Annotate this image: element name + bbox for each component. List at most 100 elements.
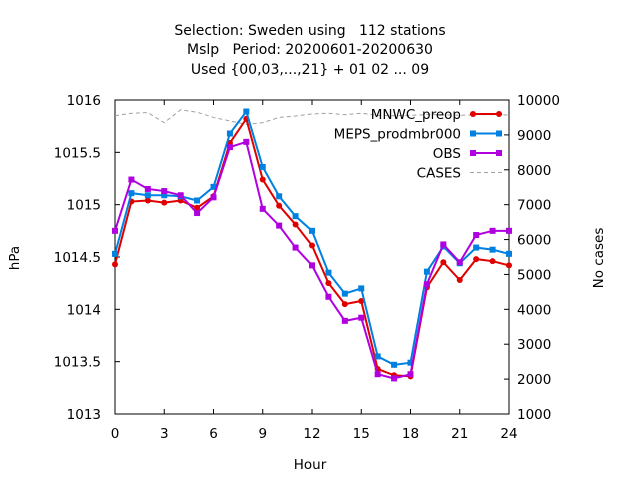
y2-tick-label: 1000 (517, 407, 551, 423)
x-axis: 0 3 6 9 12 15 18 21 24 (111, 100, 518, 442)
y-tick-label: 1015 (67, 198, 101, 214)
legend-marker-meps-prodmbr000 (496, 130, 502, 137)
data-point-meps-prodmbr000 (161, 192, 168, 199)
data-point-meps-prodmbr000 (358, 285, 365, 292)
x-tick-label: 6 (209, 426, 218, 442)
y2-tick-label: 3000 (517, 337, 551, 353)
data-point-mnwc-preop (325, 280, 332, 287)
legend-marker-obs (496, 150, 502, 156)
title-line-2: Mslp Period: 20200601-20200630 (187, 42, 433, 58)
data-point-obs (358, 314, 365, 321)
data-point-obs (407, 371, 414, 378)
data-point-meps-prodmbr000 (506, 250, 512, 257)
data-point-obs (391, 375, 398, 382)
x-tick-label: 12 (303, 426, 320, 442)
data-point-obs (259, 205, 266, 212)
legend-label-obs: OBS (433, 146, 461, 162)
x-tick-label: 21 (451, 426, 468, 442)
data-point-meps-prodmbr000 (473, 244, 480, 251)
y2-tick-label: 5000 (517, 267, 551, 283)
x-tick-label: 9 (258, 426, 267, 442)
y-axis-label: hPa (7, 246, 23, 270)
legend-marker-mnwc-preop (470, 111, 476, 117)
title-line-1: Selection: Sweden using 112 stations (174, 23, 445, 39)
legend: MNWC_preop MEPS_prodmbr000 OBS CASES (334, 107, 502, 182)
y2-tick-label: 4000 (517, 302, 551, 318)
data-point-meps-prodmbr000 (210, 183, 217, 190)
y2-tick-label: 8000 (517, 163, 551, 179)
legend-label-mnwc-preop: MNWC_preop (371, 107, 461, 123)
data-point-obs (341, 317, 348, 324)
data-point-obs (292, 244, 299, 251)
data-point-obs (440, 241, 447, 248)
series-mnwc-preop (112, 115, 512, 380)
x-tick-label: 15 (353, 426, 370, 442)
data-point-meps-prodmbr000 (128, 190, 135, 197)
data-point-mnwc-preop (161, 199, 168, 206)
y-axis-left: 1013 1013.5 1014 1014.5 1015 1015.5 1016 (54, 93, 120, 423)
x-tick-label: 18 (402, 426, 419, 442)
data-point-mnwc-preop (440, 259, 447, 266)
y2-tick-label: 7000 (517, 198, 551, 214)
y-tick-label: 1013 (67, 407, 101, 423)
data-point-mnwc-preop (358, 297, 365, 304)
data-point-meps-prodmbr000 (309, 227, 315, 234)
data-point-obs (210, 194, 217, 201)
data-point-meps-prodmbr000 (112, 250, 118, 257)
y2-tick-label: 2000 (517, 372, 551, 388)
y2-tick-label: 6000 (517, 233, 551, 249)
data-point-mnwc-preop (194, 204, 201, 211)
series-line-cases (114, 109, 510, 125)
series-layer (112, 108, 512, 382)
y-axis-right: 1000 2000 3000 4000 5000 6000 7000 8000 9000 1000… (504, 93, 560, 423)
data-point-mnwc-preop (259, 176, 266, 183)
data-point-mnwc-preop (144, 197, 151, 204)
x-axis-label: Hour (294, 457, 327, 473)
data-point-obs (325, 293, 332, 300)
data-point-obs (177, 192, 184, 199)
data-point-mnwc-preop (473, 256, 480, 263)
data-point-obs (226, 144, 233, 151)
data-point-meps-prodmbr000 (391, 361, 398, 368)
series-obs (112, 138, 512, 382)
y-tick-label: 1016 (67, 93, 101, 109)
data-point-meps-prodmbr000 (374, 353, 381, 360)
data-point-obs (456, 259, 463, 266)
data-point-meps-prodmbr000 (341, 290, 348, 297)
y2-tick-label: 9000 (517, 128, 551, 144)
data-point-obs (276, 222, 283, 229)
data-point-meps-prodmbr000 (407, 359, 414, 366)
data-point-meps-prodmbr000 (194, 197, 201, 204)
data-point-obs (112, 227, 118, 234)
x-tick-label: 3 (160, 426, 169, 442)
data-point-meps-prodmbr000 (292, 213, 299, 220)
legend-marker-mnwc-preop (496, 111, 502, 117)
data-point-mnwc-preop (292, 221, 299, 228)
legend-label-meps-prodmbr000: MEPS_prodmbr000 (334, 127, 461, 143)
legend-label-cases: CASES (417, 166, 461, 182)
data-point-meps-prodmbr000 (259, 163, 266, 170)
data-point-mnwc-preop (112, 261, 118, 268)
y2-tick-label: 10000 (517, 93, 560, 109)
chart-title: Selection: Sweden using 112 stations Msl… (174, 23, 445, 78)
y-tick-label: 1013.5 (54, 355, 101, 371)
data-point-obs (309, 262, 315, 269)
data-point-meps-prodmbr000 (489, 246, 496, 253)
data-point-meps-prodmbr000 (226, 130, 233, 137)
y-tick-label: 1014.5 (54, 250, 101, 266)
data-point-obs (374, 371, 381, 378)
series-cases (114, 109, 510, 125)
data-point-mnwc-preop (276, 202, 283, 209)
y2-axis-label: No cases (591, 228, 607, 289)
data-point-mnwc-preop (456, 277, 463, 284)
data-point-obs (243, 138, 250, 145)
legend-marker-obs (470, 150, 476, 156)
data-point-obs (161, 188, 168, 195)
data-point-mnwc-preop (506, 262, 512, 269)
data-point-obs (506, 227, 512, 234)
data-point-mnwc-preop (309, 242, 315, 249)
title-line-3: Used {00,03,...,21} + 01 02 ... 09 (191, 62, 429, 78)
data-point-mnwc-preop (489, 258, 496, 265)
data-point-obs (144, 185, 151, 192)
